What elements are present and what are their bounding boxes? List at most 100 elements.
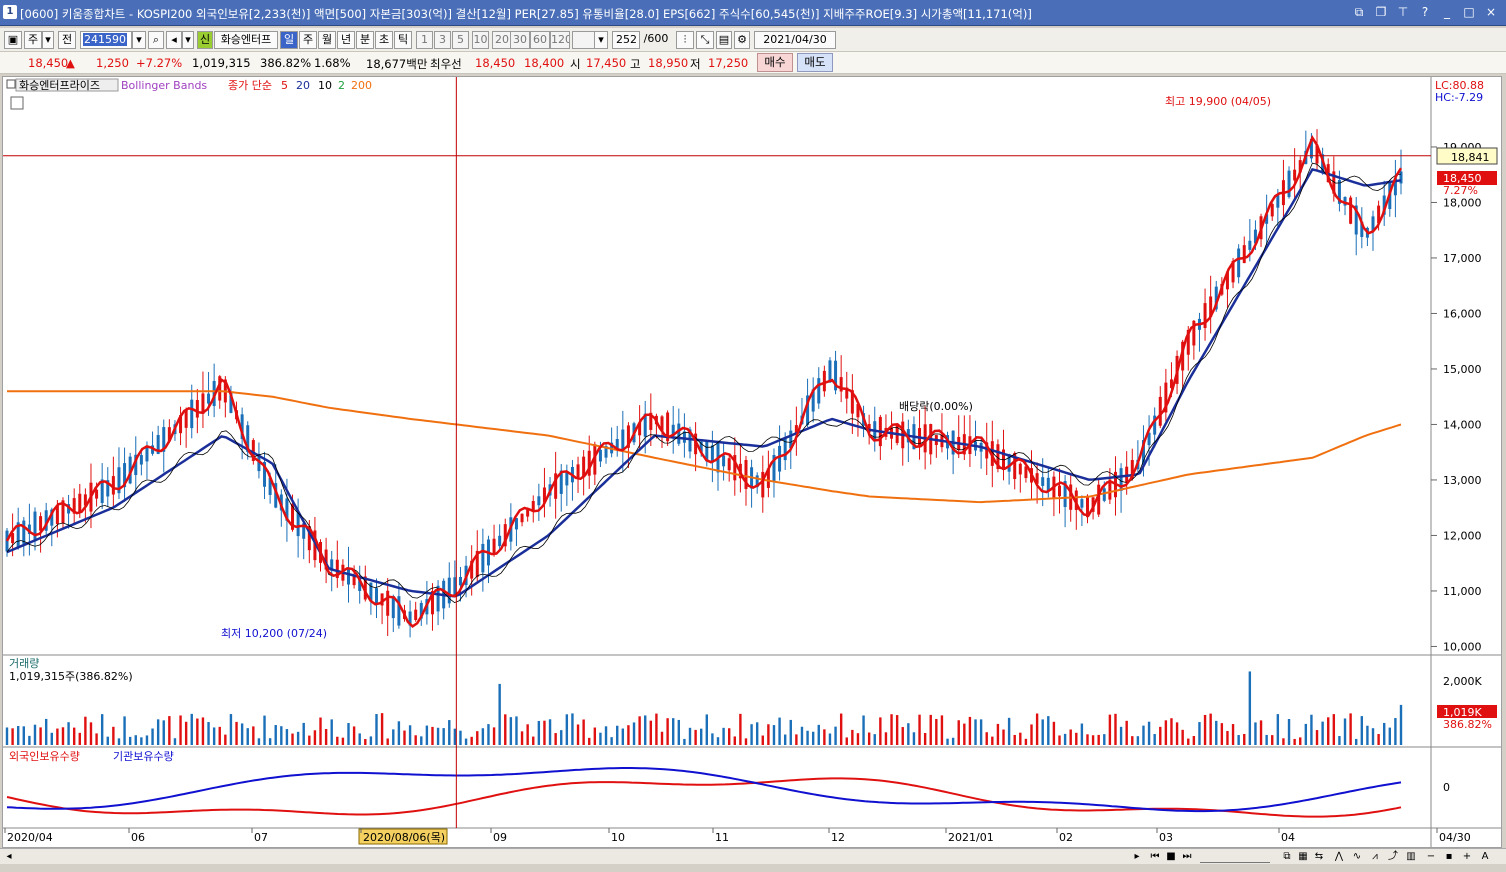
jump-last-icon[interactable]: ⏭ (1182, 851, 1192, 862)
chart-area[interactable]: 19,000 18,000 17,000 16,000 15,000 14,000 13,0… (2, 76, 1502, 848)
scroll-right-icon[interactable]: ▸ (1134, 851, 1140, 862)
candle-body (330, 559, 334, 571)
volume-bar (683, 738, 686, 745)
chevron-down-icon[interactable]: ▾ (42, 31, 54, 49)
count-input[interactable]: 252 (612, 31, 640, 49)
volume-bar (229, 714, 233, 745)
volume-bar (1399, 704, 1403, 745)
volume-bar (11, 728, 14, 745)
zoom-in-icon[interactable]: + (1462, 851, 1472, 862)
candle-icon[interactable]: ⫶ (676, 31, 694, 49)
candle-body (1248, 240, 1252, 250)
volume-bar (67, 722, 70, 745)
bar-mode-icon[interactable]: ▥ (1406, 851, 1416, 862)
window-icon[interactable]: ❐ (1375, 5, 1387, 19)
zigzag-icon[interactable]: ⩘ (1372, 851, 1378, 862)
x-tick-label: 09 (493, 831, 507, 844)
interval-dropdown-icon[interactable]: ▾ (594, 31, 608, 49)
volume-bar (201, 717, 205, 745)
tab-5[interactable]: 초 (375, 31, 393, 49)
volume-bar (632, 722, 636, 745)
stock-name-field[interactable]: 화승엔터프 (214, 31, 278, 49)
maximize-icon[interactable]: □ (1463, 5, 1475, 19)
candle-body (1371, 216, 1375, 231)
close-icon[interactable]: × (1485, 5, 1497, 19)
chart-scrollbar[interactable]: ◂ ▸ ⏮ ■ ⏭ ⧉ ▦ ⇆ ⋀ ∿ ⩘ ⤴ ▥ − ▪ + A (0, 848, 1506, 864)
jump-first-icon[interactable]: ⏮ (1150, 851, 1160, 862)
volume-bar (1259, 720, 1263, 745)
volume-bar (442, 728, 445, 745)
code-dropdown-icon[interactable]: ▾ (132, 31, 146, 49)
stop-icon[interactable]: ■ (1166, 851, 1176, 862)
layout-icon[interactable]: ⧉ (1283, 851, 1291, 862)
volume-bar (700, 728, 703, 745)
tab-0[interactable]: 일 (280, 31, 298, 49)
interval-20[interactable]: 20 (492, 31, 512, 49)
volume-bar (492, 727, 496, 745)
interval-30[interactable]: 30 (510, 31, 530, 49)
volume-bar (291, 733, 294, 745)
volume-bar (1383, 722, 1386, 745)
gear-icon[interactable]: ⚙ (734, 31, 750, 49)
search-icon[interactable]: ⌕ (148, 31, 164, 49)
stock-code-input[interactable]: 241590 (80, 31, 132, 49)
help-icon[interactable]: ? (1421, 5, 1429, 19)
volume-bar (935, 718, 938, 745)
zoom-out-icon[interactable]: − (1426, 851, 1436, 862)
trend-icon[interactable]: ⤴ (1388, 851, 1398, 862)
interval-3[interactable]: 3 (434, 31, 451, 49)
legend-ma-10: 10 (318, 79, 332, 92)
sell-button[interactable]: 매도 (797, 53, 833, 72)
volume-bar (672, 718, 675, 745)
volume-bar (190, 713, 193, 745)
fit-icon[interactable]: ▪ (1445, 851, 1453, 862)
save-icon[interactable]: ▤ (716, 31, 732, 49)
draw-tool-icon[interactable]: ⤡ (696, 31, 714, 49)
volume-bar (957, 720, 960, 745)
new-badge[interactable]: 신 (197, 31, 213, 49)
grid-icon[interactable]: ▦ (1298, 851, 1308, 862)
restore-icon[interactable]: ⧉ (1354, 5, 1364, 19)
speaker-dropdown-icon[interactable]: ▾ (182, 31, 194, 49)
pin-icon[interactable]: ⊤ (1397, 5, 1409, 19)
buy-button[interactable]: 매수 (757, 53, 793, 72)
zoom-slider[interactable] (1200, 850, 1270, 863)
interval-60[interactable]: 60 (530, 31, 550, 49)
volume-bar (1332, 714, 1336, 745)
chart-type-icon[interactable]: ▣ (4, 31, 22, 49)
tab-2[interactable]: 월 (318, 31, 336, 49)
compare-icon[interactable]: ⇆ (1314, 851, 1324, 862)
prev-button[interactable]: 전 (58, 31, 76, 49)
date-input[interactable]: 2021/04/30 (754, 31, 836, 49)
tab-3[interactable]: 년 (337, 31, 355, 49)
candle-body (240, 414, 244, 440)
candle-body (615, 439, 619, 450)
bull-icon[interactable]: ⋀ (1334, 851, 1344, 862)
tab-4[interactable]: 분 (356, 31, 374, 49)
table-view-icon[interactable] (10, 96, 24, 110)
volume-bar (923, 732, 927, 745)
wave-icon[interactable]: ∿ (1352, 851, 1362, 862)
volume-value: 1,019,315주(386.82%) (9, 670, 133, 683)
volume-bar (884, 732, 888, 745)
volume-bar (1327, 717, 1330, 745)
interval-10[interactable]: 10 (472, 31, 489, 49)
minimize-icon[interactable]: _ (1444, 5, 1450, 19)
tab-1[interactable]: 주 (299, 31, 317, 49)
volume-bar (851, 729, 854, 745)
chart-svg[interactable]: 19,00018,00017,00016,00015,00014,00013,0… (3, 77, 1501, 847)
scroll-left-icon[interactable]: ◂ (6, 851, 12, 862)
volume-bar (1002, 729, 1005, 745)
font-size-icon[interactable]: A (1481, 851, 1489, 862)
period-select[interactable]: 주 (24, 31, 42, 49)
candle-body (688, 429, 692, 452)
interval-5[interactable]: 5 (452, 31, 469, 49)
interval-120[interactable]: 120 (550, 31, 570, 49)
speaker-icon[interactable]: ◂ (166, 31, 182, 49)
candle-body (772, 454, 776, 482)
dividend-annotation: 배당락(0.00%) (899, 400, 973, 413)
tab-6[interactable]: 틱 (394, 31, 412, 49)
volume-bar (621, 728, 625, 745)
interval-1[interactable]: 1 (416, 31, 433, 49)
candle-body (542, 487, 546, 503)
